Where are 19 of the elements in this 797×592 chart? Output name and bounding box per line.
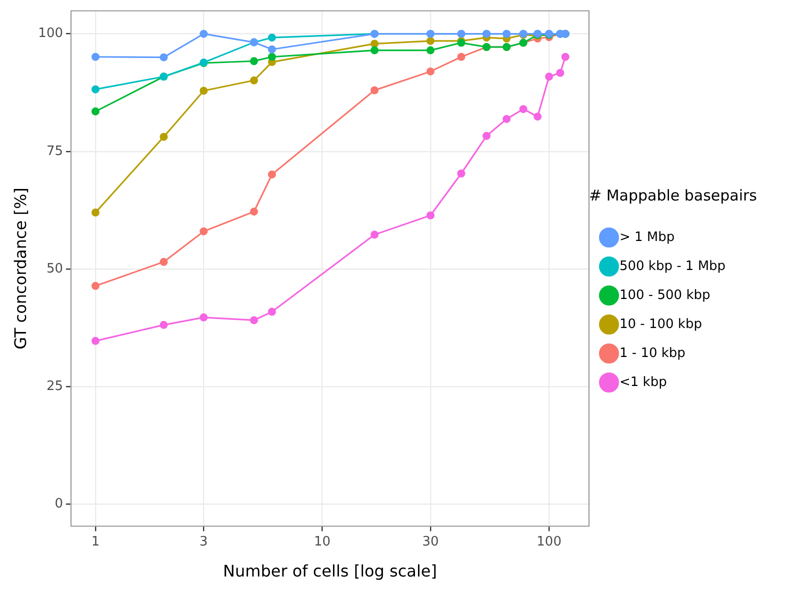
x-tick-label: 30 (422, 534, 439, 550)
x-tick-label: 10 (314, 534, 331, 550)
legend-label: <1 kbp (619, 374, 667, 390)
y-tick-label: 0 (54, 496, 64, 512)
y-tick-label: 100 (38, 26, 64, 42)
y-axis-title: GT concordance [%] (10, 188, 30, 350)
legend-label: 100 - 500 kbp (619, 288, 710, 303)
x-tick-label: 1 (91, 534, 100, 550)
legend-label: 500 kbp - 1 Mbp (619, 258, 726, 274)
legend-label: 10 - 100 kbp (619, 316, 702, 332)
y-tick-label: 75 (46, 144, 64, 159)
y-tick-label: 50 (46, 261, 64, 276)
x-tick-label: 100 (536, 534, 562, 550)
x-tick-label: 3 (200, 534, 208, 550)
y-tick-label: 25 (46, 378, 64, 394)
legend-label: 1 - 10 kbp (619, 346, 686, 361)
legend-label: > 1 Mbp (619, 230, 675, 245)
x-axis-title: Number of cells [log scale] (222, 562, 438, 581)
legend-title: # Mappable basepairs (588, 186, 758, 204)
